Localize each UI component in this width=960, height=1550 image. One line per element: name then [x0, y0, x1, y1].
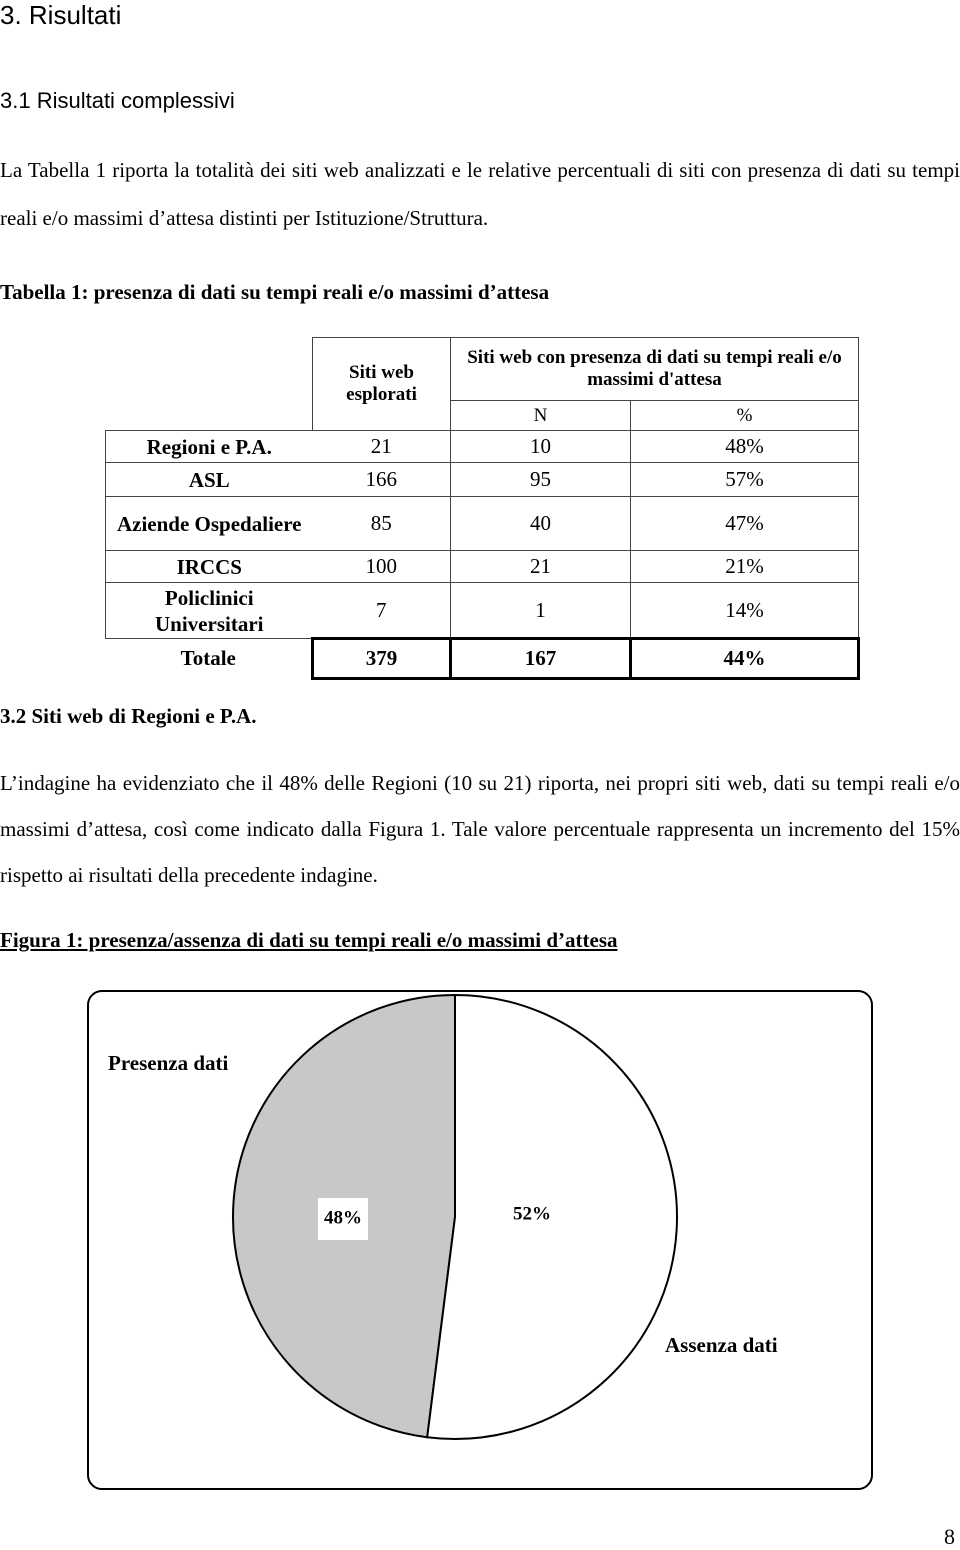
figure-caption: Figura 1: presenza/assenza di dati su te…	[0, 928, 618, 952]
table-row: Totale 379 167 44%	[105, 637, 860, 680]
table-cell: 21	[312, 430, 451, 463]
table-cell: 379	[311, 637, 452, 680]
pie-slice	[426, 993, 678, 1440]
table-cell: 57%	[630, 462, 859, 497]
table-cell: 21	[450, 550, 631, 583]
table-cell: 10	[450, 430, 631, 463]
table-cell: 1	[450, 582, 631, 639]
table-cell: 47%	[630, 496, 859, 551]
legend-label: Presenza dati	[108, 1051, 229, 1075]
heading: 3. Risultati	[0, 0, 122, 30]
table-cell: ASL	[105, 462, 313, 497]
header-cell: Siti web con presenza di dati su tempi r…	[450, 337, 859, 401]
table-cell: Policlinici Universitari	[105, 582, 313, 639]
table-cell: 44%	[629, 637, 860, 680]
table-cell: 166	[312, 462, 451, 497]
table-cell: Aziende Ospedaliere	[105, 496, 313, 551]
paragraph: L’indagine ha evidenziato che il 48% del…	[0, 771, 960, 887]
empty-cell	[105, 337, 313, 431]
data-label: 52%	[513, 1203, 551, 1224]
section-title: 3.1 Risultati complessivi	[0, 88, 235, 113]
table-cell: 21%	[630, 550, 859, 583]
table-cell: 167	[449, 637, 632, 680]
table-cell: 85	[312, 496, 451, 551]
table-row: IRCCS 100 21 21%	[105, 550, 859, 583]
table-cell: IRCCS	[105, 550, 313, 583]
table-row: ASL 166 95 57%	[105, 462, 859, 497]
table-cell: Totale	[105, 638, 314, 679]
legend-label: Assenza dati	[665, 1333, 778, 1357]
table-row: Aziende Ospedaliere 85 40 47%	[105, 496, 859, 551]
table-row: Regioni e P.A. 21 10 48%	[105, 430, 859, 463]
data-label: 48%	[324, 1207, 362, 1228]
table-cell: Regioni e P.A.	[105, 430, 313, 463]
paragraph: La Tabella 1 riporta la totalità dei sit…	[0, 158, 960, 230]
table-row: Policlinici Universitari 7 1 14%	[105, 582, 859, 639]
pie-chart: Presenza dati Assenza dati 48% 52%	[87, 990, 873, 1490]
header-cell: %	[630, 400, 859, 431]
label-box	[318, 1198, 368, 1240]
header-cell: Siti web esplorati	[312, 337, 451, 431]
section-title: 3.2 Siti web di Regioni e P.A.	[0, 704, 257, 728]
table-cell: 14%	[630, 582, 859, 639]
table-cell: 40	[450, 496, 631, 551]
table-cell: 7	[312, 582, 451, 639]
table-cell: 48%	[630, 430, 859, 463]
page-number: 8	[944, 1524, 955, 1549]
table-cell: 100	[312, 550, 451, 583]
header-cell: N	[450, 400, 631, 431]
table-caption: Tabella 1: presenza di dati su tempi rea…	[0, 280, 550, 304]
table: Siti web esplorati Siti web con presenza…	[105, 337, 860, 680]
table-cell: 95	[450, 462, 631, 497]
